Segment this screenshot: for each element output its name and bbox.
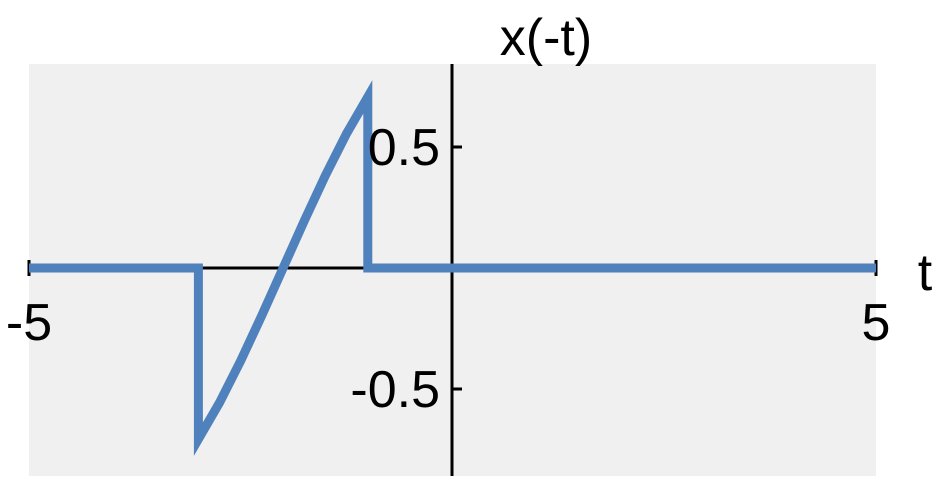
x-tick-label: -5 [6, 294, 52, 352]
x-axis-label: t [918, 244, 933, 302]
x-tick-label: 5 [862, 294, 891, 352]
y-tick-label: 0.5 [368, 119, 440, 177]
y-tick-label: -0.5 [350, 361, 440, 419]
chart-title: x(-t) [500, 9, 592, 67]
series-line [29, 80, 876, 456]
